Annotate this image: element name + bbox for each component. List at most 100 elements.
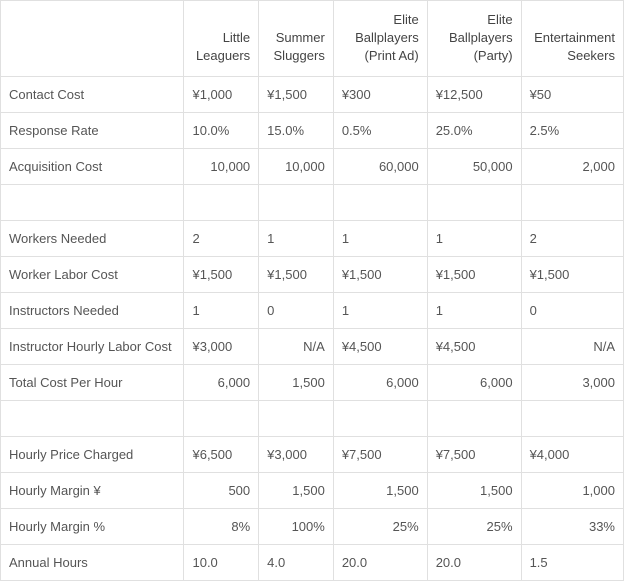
data-cell: 6,000	[184, 364, 259, 400]
data-cell: ¥6,500	[184, 436, 259, 472]
header-col-3: EliteBallplayers(Print Ad)	[333, 1, 427, 77]
spacer-cell	[184, 184, 259, 220]
spacer-cell	[333, 400, 427, 436]
row-label: Acquisition Cost	[1, 148, 184, 184]
data-cell: ¥1,000	[184, 76, 259, 112]
table-row: Instructors Needed10110	[1, 292, 624, 328]
spacer-cell	[259, 184, 334, 220]
data-cell: ¥7,500	[427, 436, 521, 472]
table-row: Annual Hours10.04.020.020.01.5	[1, 544, 624, 580]
data-cell: 1	[184, 292, 259, 328]
data-cell: ¥1,500	[427, 256, 521, 292]
spacer-cell	[184, 400, 259, 436]
row-label: Response Rate	[1, 112, 184, 148]
data-cell: 1	[259, 220, 334, 256]
data-cell: 6,000	[427, 364, 521, 400]
table-body: Contact Cost¥1,000¥1,500¥300¥12,500¥50Re…	[1, 76, 624, 580]
row-label: Hourly Margin ¥	[1, 472, 184, 508]
data-cell: 0	[259, 292, 334, 328]
data-cell: ¥300	[333, 76, 427, 112]
data-cell: ¥4,000	[521, 436, 623, 472]
data-cell: 2.5%	[521, 112, 623, 148]
header-col-1: LittleLeaguers	[184, 1, 259, 77]
data-cell: 15.0%	[259, 112, 334, 148]
row-label: Worker Labor Cost	[1, 256, 184, 292]
spacer-cell	[333, 184, 427, 220]
data-cell: ¥3,000	[184, 328, 259, 364]
spacer-cell	[1, 184, 184, 220]
data-cell: 50,000	[427, 148, 521, 184]
data-cell: ¥3,000	[259, 436, 334, 472]
data-cell: ¥1,500	[184, 256, 259, 292]
data-cell: 20.0	[427, 544, 521, 580]
data-cell: 20.0	[333, 544, 427, 580]
table-row: Hourly Margin ¥5001,5001,5001,5001,000	[1, 472, 624, 508]
spacer-cell	[427, 184, 521, 220]
row-label: Contact Cost	[1, 76, 184, 112]
data-cell: 0	[521, 292, 623, 328]
table-row: Response Rate10.0%15.0%0.5%25.0%2.5%	[1, 112, 624, 148]
data-cell: 2	[521, 220, 623, 256]
spacer-cell	[259, 400, 334, 436]
row-label: Annual Hours	[1, 544, 184, 580]
data-cell: 33%	[521, 508, 623, 544]
data-cell: ¥4,500	[427, 328, 521, 364]
table-row: Worker Labor Cost¥1,500¥1,500¥1,500¥1,50…	[1, 256, 624, 292]
header-row: LittleLeaguers SummerSluggers EliteBallp…	[1, 1, 624, 77]
table-row: Hourly Margin %8%100%25%25%33%	[1, 508, 624, 544]
data-cell: 1	[333, 220, 427, 256]
data-cell: 4.0	[259, 544, 334, 580]
data-cell: 2,000	[521, 148, 623, 184]
data-cell: 1	[427, 220, 521, 256]
data-cell: 1,500	[333, 472, 427, 508]
table-row: Contact Cost¥1,000¥1,500¥300¥12,500¥50	[1, 76, 624, 112]
row-label: Hourly Price Charged	[1, 436, 184, 472]
row-label: Instructor Hourly Labor Cost	[1, 328, 184, 364]
data-cell: 10.0%	[184, 112, 259, 148]
row-label: Workers Needed	[1, 220, 184, 256]
spacer-cell	[521, 400, 623, 436]
table-row: Hourly Price Charged¥6,500¥3,000¥7,500¥7…	[1, 436, 624, 472]
data-cell: 6,000	[333, 364, 427, 400]
row-label: Hourly Margin %	[1, 508, 184, 544]
row-label: Total Cost Per Hour	[1, 364, 184, 400]
table-row: Total Cost Per Hour6,0001,5006,0006,0003…	[1, 364, 624, 400]
data-cell: 1,500	[259, 364, 334, 400]
table-row: Instructor Hourly Labor Cost¥3,000N/A¥4,…	[1, 328, 624, 364]
data-cell: ¥1,500	[521, 256, 623, 292]
spacer-cell	[427, 400, 521, 436]
data-cell: 2	[184, 220, 259, 256]
data-cell: 1	[333, 292, 427, 328]
spacer-cell	[1, 400, 184, 436]
header-col-5: EntertainmentSeekers	[521, 1, 623, 77]
data-cell: ¥1,500	[259, 256, 334, 292]
data-cell: 25.0%	[427, 112, 521, 148]
table-row: Acquisition Cost10,00010,00060,00050,000…	[1, 148, 624, 184]
data-cell: 10.0	[184, 544, 259, 580]
data-cell: 3,000	[521, 364, 623, 400]
data-cell: ¥1,500	[333, 256, 427, 292]
data-cell: ¥4,500	[333, 328, 427, 364]
data-cell: 1,500	[427, 472, 521, 508]
table-row	[1, 184, 624, 220]
data-cell: 1.5	[521, 544, 623, 580]
data-cell: 1	[427, 292, 521, 328]
data-cell: N/A	[521, 328, 623, 364]
row-label: Instructors Needed	[1, 292, 184, 328]
table-header: LittleLeaguers SummerSluggers EliteBallp…	[1, 1, 624, 77]
header-col-4: EliteBallplayers(Party)	[427, 1, 521, 77]
data-cell: 8%	[184, 508, 259, 544]
data-cell: ¥1,500	[259, 76, 334, 112]
data-cell: ¥7,500	[333, 436, 427, 472]
data-cell: 1,000	[521, 472, 623, 508]
data-cell: ¥50	[521, 76, 623, 112]
header-blank	[1, 1, 184, 77]
data-cell: 0.5%	[333, 112, 427, 148]
data-cell: 25%	[333, 508, 427, 544]
data-cell: 10,000	[259, 148, 334, 184]
data-cell: N/A	[259, 328, 334, 364]
header-col-2: SummerSluggers	[259, 1, 334, 77]
data-cell: 100%	[259, 508, 334, 544]
data-cell: ¥12,500	[427, 76, 521, 112]
data-cell: 1,500	[259, 472, 334, 508]
